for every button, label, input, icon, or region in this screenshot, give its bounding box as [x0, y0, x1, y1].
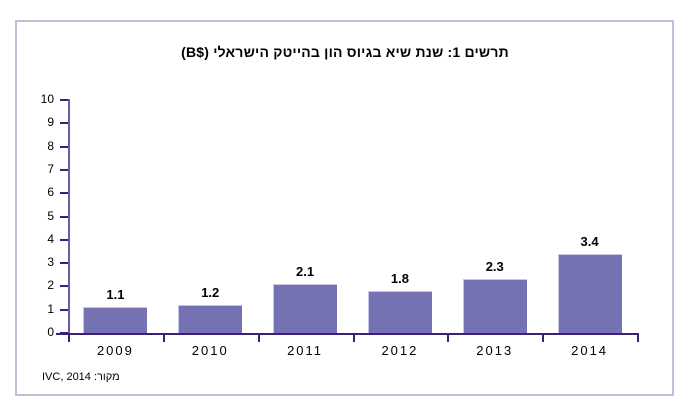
x-axis-label: 2010 — [191, 343, 229, 358]
y-axis-line — [68, 99, 70, 341]
x-axis-label: 2011 — [287, 343, 324, 358]
bar-2009 — [83, 307, 148, 333]
bar-2014 — [557, 253, 622, 333]
y-axis-label: 10 — [40, 92, 54, 106]
chart-title: תרשים 1: שנת שיא בגיוס הון בהייטק הישראל… — [181, 44, 509, 60]
bar-2012 — [367, 291, 432, 333]
y-axis-label: 7 — [47, 161, 54, 176]
y-axis-tick — [60, 285, 68, 288]
y-axis-tick — [60, 308, 68, 311]
y-axis-tick — [60, 145, 68, 148]
x-axis-label: 2009 — [96, 343, 134, 358]
x-axis-tick — [447, 335, 450, 342]
x-axis-tick — [542, 335, 545, 342]
y-axis-label: 9 — [47, 115, 54, 130]
source-note: מקור: IVC, 2014 — [42, 371, 120, 383]
bar-value-label: 1.2 — [201, 285, 220, 301]
x-axis-line — [56, 333, 639, 335]
x-axis-tick — [637, 335, 639, 342]
y-axis-tick — [60, 99, 68, 101]
y-axis-label: 2 — [47, 278, 54, 293]
x-axis-label: 2012 — [381, 343, 419, 358]
y-axis-label: 0 — [47, 325, 54, 339]
y-axis-tick — [60, 238, 68, 241]
y-axis-tick — [60, 168, 68, 171]
y-axis-tick — [60, 192, 68, 195]
x-axis-label: 2013 — [476, 343, 514, 358]
bar-value-label: 2.3 — [485, 259, 504, 275]
x-axis-label: 2014 — [571, 343, 609, 358]
bar-2013 — [462, 279, 527, 333]
y-axis-tick — [60, 262, 68, 265]
bar-value-label: 3.4 — [580, 233, 599, 249]
x-axis-tick — [68, 335, 70, 342]
bar-2010 — [178, 305, 243, 333]
y-axis-label: 3 — [47, 255, 54, 270]
bar-2011 — [273, 284, 338, 333]
x-axis-tick — [162, 335, 165, 342]
x-axis-tick — [352, 335, 355, 342]
bar-value-label: 2.1 — [296, 264, 315, 280]
y-axis-tick — [60, 215, 68, 218]
x-axis-tick — [257, 335, 260, 342]
bar-value-label: 1.8 — [390, 271, 409, 287]
y-axis-tick — [60, 122, 68, 125]
y-axis-label: 5 — [47, 208, 54, 223]
bar-value-label: 1.1 — [106, 287, 125, 303]
y-axis-label: 6 — [47, 185, 54, 200]
y-axis-label: 1 — [47, 301, 54, 316]
y-axis-label: 4 — [47, 231, 54, 246]
y-axis-label: 8 — [47, 138, 54, 153]
